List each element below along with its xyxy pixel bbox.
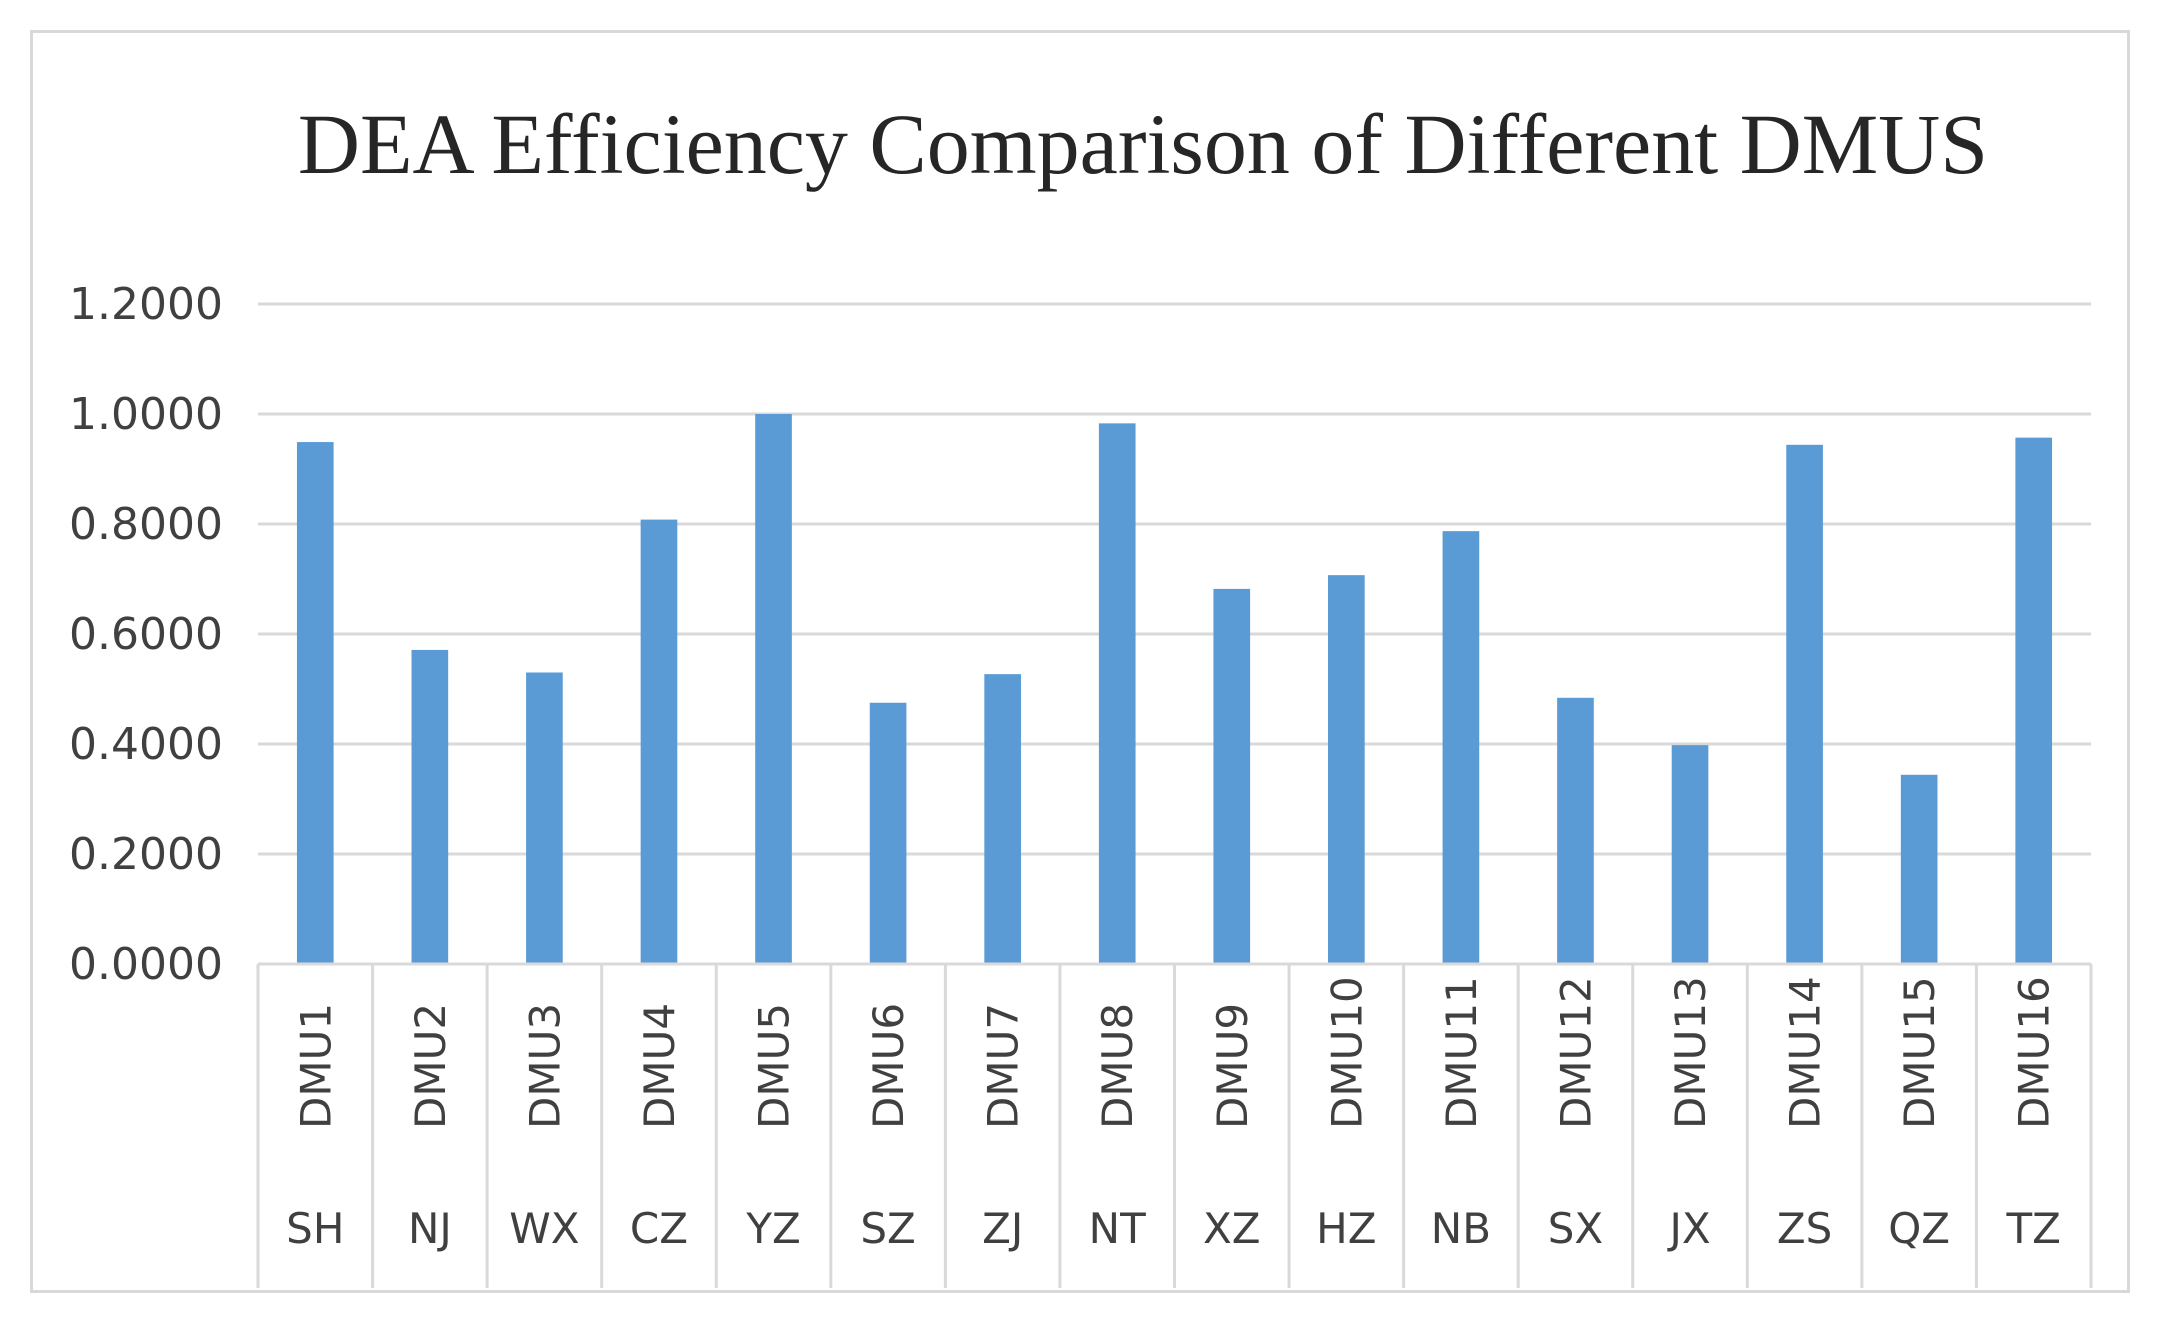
x-tick-label-city: SZ (860, 1204, 915, 1253)
bar-dmu5 (755, 414, 792, 964)
x-axis-categories: DMU1 SH DMU2 NJ DMU3 WX DMU4 CZ DMU5 YZ DMU6 SZ DMU7… (256, 962, 2093, 1288)
x-tick-label-city: NT (1089, 1204, 1146, 1253)
x-tick-label-dmu: DMU13 (1666, 976, 1715, 1129)
bar-dmu1 (296, 442, 334, 964)
x-tick-label-dmu: DMU2 (406, 1003, 455, 1129)
x-tick-label-city: NJ (408, 1204, 452, 1253)
x-tick-label-dmu: DMU1 (291, 1003, 340, 1129)
chart-frame: DEA Efficiency Comparison of Different D… (30, 30, 2130, 1293)
y-tick-label: 1.2000 (69, 279, 223, 330)
bar-dmu13 (1671, 745, 1709, 964)
bar-dmu10 (1328, 575, 1365, 964)
x-tick-label-city: ZS (1777, 1204, 1832, 1253)
x-tick-label-city: ZJ (982, 1204, 1023, 1253)
y-tick-label: 1.0000 (69, 389, 223, 440)
x-tick-label-city: YZ (745, 1204, 800, 1253)
x-tick-label-city: QZ (1888, 1204, 1950, 1253)
x-tick-label-city: CZ (630, 1204, 688, 1253)
x-tick-label-city: JX (1666, 1204, 1710, 1253)
bar-dmu6 (869, 702, 907, 964)
x-tick-label-city: XZ (1203, 1204, 1261, 1253)
y-tick-label: 0.0000 (69, 939, 223, 990)
y-tick-label: 0.4000 (69, 719, 223, 770)
bar-dmu14 (1786, 444, 1823, 964)
y-tick-label: 0.6000 (69, 609, 223, 660)
bar-dmu7 (984, 674, 1021, 964)
gridlines (258, 302, 2091, 856)
bar-dmu3 (526, 672, 563, 964)
x-tick-label-dmu: DMU12 (1551, 976, 1600, 1129)
x-tick-label-dmu: DMU11 (1437, 976, 1486, 1129)
bar-chart: DEA Efficiency Comparison of Different D… (69, 96, 2093, 1288)
bar-dmu2 (411, 649, 449, 964)
y-tick-label: 0.2000 (69, 829, 223, 880)
x-tick-label-dmu: DMU6 (864, 1003, 913, 1129)
x-tick-label-city: TZ (2006, 1204, 2061, 1253)
x-tick-label-city: SH (286, 1204, 344, 1253)
bar-dmu4 (640, 519, 678, 964)
x-tick-label-dmu: DMU9 (1208, 1003, 1257, 1129)
x-tick-label-city: SX (1548, 1204, 1603, 1253)
x-tick-label-dmu: DMU8 (1093, 1003, 1142, 1129)
bar-dmu15 (1900, 774, 1938, 964)
x-tick-label-city: HZ (1316, 1204, 1376, 1253)
x-tick-label-dmu: DMU4 (635, 1003, 684, 1129)
x-tick-label-dmu: DMU16 (2010, 976, 2059, 1129)
bar-dmu9 (1213, 588, 1251, 964)
x-tick-label-dmu: DMU15 (1895, 976, 1944, 1129)
x-tick-label-city: WX (509, 1204, 579, 1253)
x-tick-label-dmu: DMU14 (1781, 976, 1830, 1129)
bar-dmu11 (1442, 531, 1480, 964)
y-tick-label: 0.8000 (69, 499, 223, 550)
y-axis-ticks: 0.0000 0.2000 0.4000 0.6000 0.8000 1.0000 1.20… (69, 279, 223, 990)
bars (296, 414, 2053, 965)
x-tick-label-dmu: DMU3 (520, 1003, 569, 1129)
bar-dmu16 (2015, 437, 2053, 964)
x-tick-label-dmu: DMU7 (979, 1003, 1028, 1129)
bar-dmu12 (1557, 697, 1594, 964)
x-tick-label-dmu: DMU10 (1322, 976, 1371, 1129)
x-tick-label-dmu: DMU5 (750, 1003, 799, 1129)
bar-dmu8 (1098, 423, 1136, 965)
x-tick-label-city: NB (1431, 1204, 1491, 1253)
chart-title: DEA Efficiency Comparison of Different D… (298, 96, 1988, 192)
